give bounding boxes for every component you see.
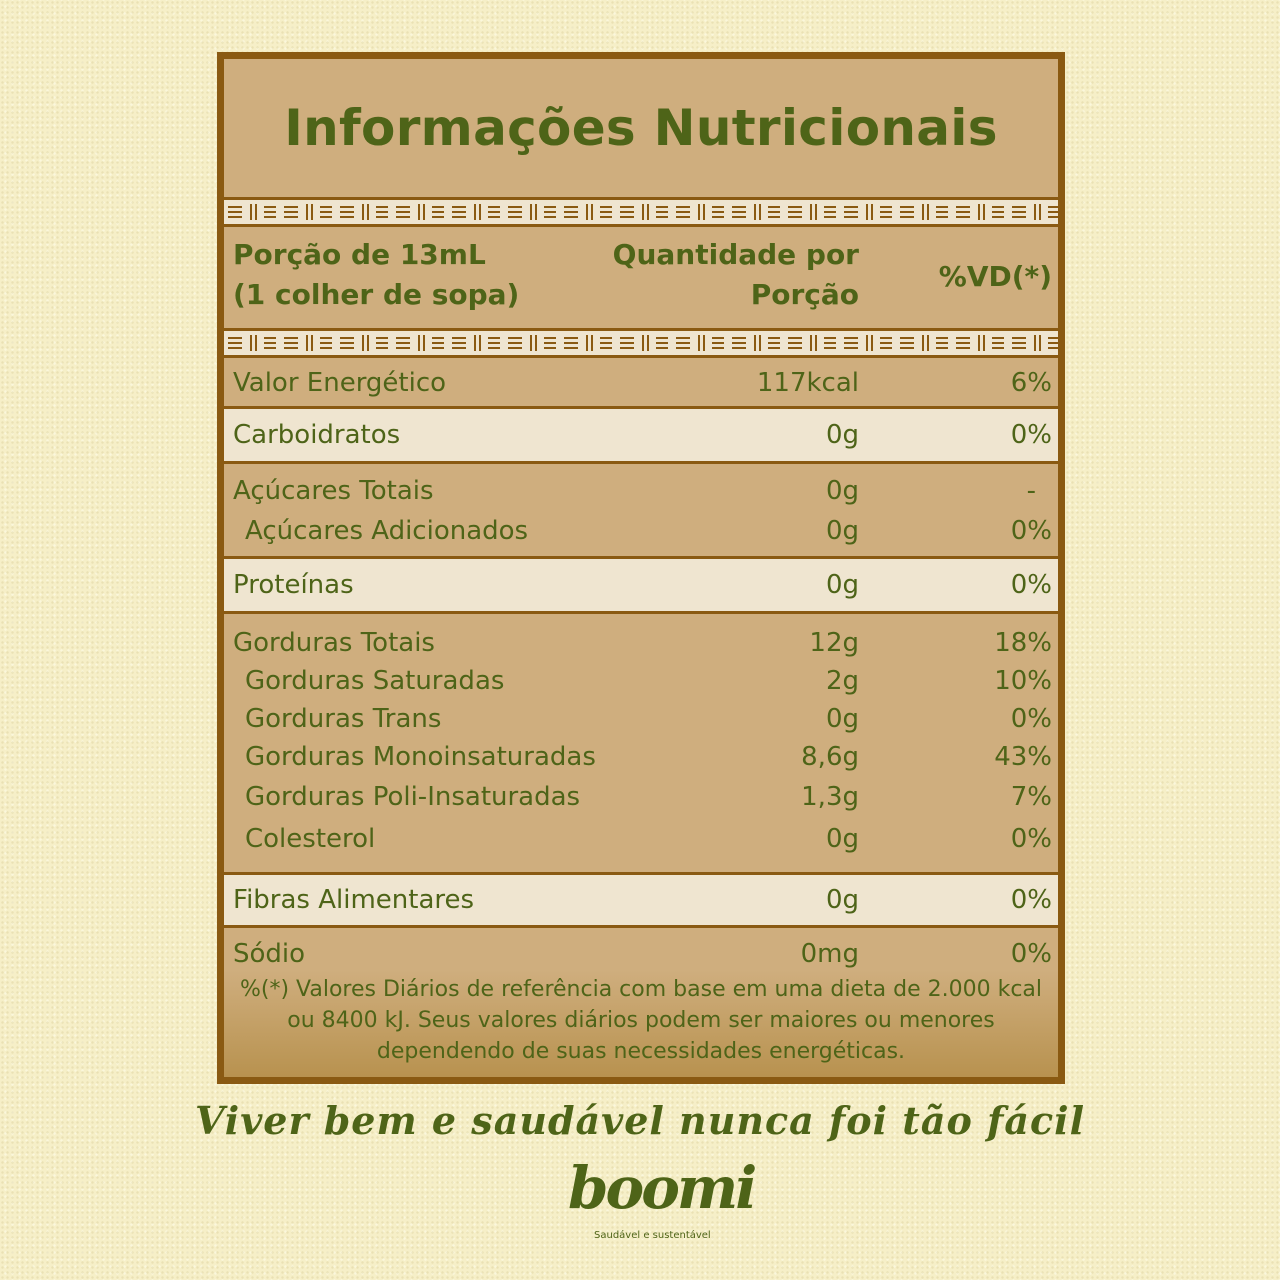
nutrient-vd: 7% <box>1010 782 1052 812</box>
nutrient-quantity: 0g <box>825 476 859 506</box>
nutrient-vd: 0% <box>1010 939 1052 969</box>
tribal-pattern-icon <box>224 331 1058 355</box>
nutrient-label: Gorduras Poli-Insaturadas <box>245 782 581 812</box>
page-title: Informações Nutricionais <box>284 99 998 157</box>
nutrient-label: Gorduras Trans <box>245 704 442 734</box>
row-carbohydrates: Carboidratos 0g 0% <box>224 409 1058 464</box>
row-proteins: Proteínas 0g 0% <box>224 559 1058 614</box>
nutrient-vd: 43% <box>994 742 1052 772</box>
nutrient-quantity: 0g <box>825 824 859 854</box>
nutrient-quantity: 0g <box>825 420 859 450</box>
nutrient-quantity: 0mg <box>800 939 859 969</box>
vd-header: %VD(*) <box>938 260 1052 293</box>
nutrient-vd: 0% <box>1010 570 1052 600</box>
decorative-border-top <box>224 197 1058 227</box>
nutrient-quantity: 117kcal <box>756 368 859 398</box>
nutrient-vd: - <box>1026 476 1036 506</box>
nutrient-quantity: 0g <box>825 516 859 546</box>
logo-tagline: Saudável e sustentável <box>594 1230 711 1241</box>
quantity-header: Quantidade por Porção <box>613 235 859 315</box>
slogan: Viver bem e saudável nunca foi tão fácil <box>194 1098 1086 1143</box>
nutrient-label: Gorduras Saturadas <box>245 666 505 696</box>
title-band: Informações Nutricionais <box>224 59 1058 197</box>
portion-line-2: (1 colher de sopa) <box>233 278 520 311</box>
nutrient-label: Colesterol <box>245 824 376 854</box>
row-energy: Valor Energético 117kcal 6% <box>224 358 1058 409</box>
nutrient-quantity: 0g <box>825 885 859 915</box>
table-row: Açúcares Totais 0g - <box>224 472 1058 510</box>
nutrient-vd: 0% <box>1010 824 1052 854</box>
table-row: Açúcares Adicionados 0g 0% <box>224 512 1058 550</box>
row-fats: Gorduras Totais 12g 18% Gorduras Saturad… <box>224 614 1058 875</box>
nutrition-facts-panel: Informações Nutricionais <box>217 52 1065 1084</box>
table-row: Gorduras Totais 12g 18% <box>224 624 1058 662</box>
footnote-line-1: %(*) Valores Diários de referência com b… <box>239 977 1043 1002</box>
nutrient-label: Gorduras Totais <box>233 628 435 658</box>
table-row: Colesterol 0g 0% <box>224 820 1058 858</box>
quantity-line-2: Porção <box>750 278 859 311</box>
table-row: Gorduras Monoinsaturadas 8,6g 43% <box>224 738 1058 776</box>
column-header: Porção de 13mL (1 colher de sopa) Quanti… <box>224 227 1058 328</box>
nutrient-label: Proteínas <box>233 570 354 600</box>
portion-line-1: Porção de 13mL <box>233 238 486 271</box>
table-row: Proteínas 0g 0% <box>224 566 1058 604</box>
nutrient-vd: 0% <box>1010 885 1052 915</box>
footnote: %(*) Valores Diários de referência com b… <box>224 970 1058 1077</box>
footnote-line-3: dependendo de suas necessidades energéti… <box>376 1039 906 1064</box>
portion-header: Porção de 13mL (1 colher de sopa) <box>233 235 519 315</box>
nutrient-quantity: 0g <box>825 704 859 734</box>
quantity-line-1: Quantidade por <box>612 238 859 271</box>
table-row: Sódio 0mg 0% <box>224 935 1058 973</box>
decorative-border-bottom <box>224 328 1058 358</box>
row-sugars: Açúcares Totais 0g - Açúcares Adicionado… <box>224 464 1058 559</box>
nutrient-label: Sódio <box>233 939 306 969</box>
table-row: Fibras Alimentares 0g 0% <box>224 881 1058 919</box>
nutrient-quantity: 2g <box>825 666 859 696</box>
nutrient-quantity: 1,3g <box>801 782 859 812</box>
nutrient-quantity: 0g <box>825 570 859 600</box>
table-row: Gorduras Trans 0g 0% <box>224 700 1058 738</box>
nutrient-label: Fibras Alimentares <box>233 885 475 915</box>
nutrition-table: Informações Nutricionais <box>224 59 1058 1077</box>
table-row: Valor Energético 117kcal 6% <box>224 364 1058 402</box>
row-fibers: Fibras Alimentares 0g 0% <box>224 875 1058 928</box>
brand-logo: boomi Saudável e sustentável <box>560 1154 757 1250</box>
nutrient-quantity: 8,6g <box>801 742 859 772</box>
nutrient-quantity: 12g <box>809 628 859 658</box>
nutrient-label: Gorduras Monoinsaturadas <box>245 742 596 772</box>
nutrient-vd: 18% <box>994 628 1052 658</box>
table-row: Gorduras Saturadas 2g 10% <box>224 662 1058 700</box>
nutrient-vd: 0% <box>1010 516 1052 546</box>
nutrient-vd: 6% <box>1010 368 1052 398</box>
table-row: Gorduras Poli-Insaturadas 1,3g 7% <box>224 778 1058 816</box>
nutrient-label: Açúcares Totais <box>233 476 434 506</box>
nutrient-label: Açúcares Adicionados <box>245 516 529 546</box>
nutrient-label: Carboidratos <box>233 420 401 450</box>
logo-wordmark: boomi <box>568 1154 757 1222</box>
nutrient-vd: 0% <box>1010 420 1052 450</box>
table-row: Carboidratos 0g 0% <box>224 416 1058 454</box>
nutrient-vd: 0% <box>1010 704 1052 734</box>
nutrient-vd: 10% <box>994 666 1052 696</box>
footnote-line-2: ou 8400 kJ. Seus valores diários podem s… <box>287 1008 995 1033</box>
tribal-pattern-icon <box>224 200 1058 224</box>
nutrient-label: Valor Energético <box>233 368 447 398</box>
